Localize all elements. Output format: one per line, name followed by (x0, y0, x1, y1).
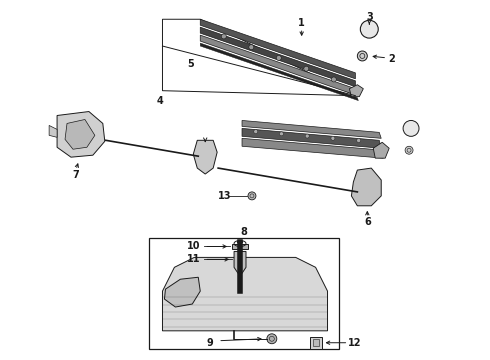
Polygon shape (49, 125, 57, 137)
Text: 8: 8 (241, 226, 247, 237)
Circle shape (331, 77, 336, 82)
Polygon shape (193, 140, 217, 174)
Polygon shape (57, 112, 105, 157)
Polygon shape (242, 121, 381, 138)
Text: 11: 11 (187, 255, 200, 264)
Circle shape (357, 51, 368, 61)
Text: 2: 2 (388, 54, 394, 64)
Polygon shape (234, 251, 246, 273)
Polygon shape (242, 129, 381, 148)
Circle shape (305, 134, 309, 138)
Polygon shape (165, 277, 200, 307)
Text: 13: 13 (219, 191, 232, 201)
Circle shape (405, 146, 413, 154)
Text: 6: 6 (364, 217, 370, 227)
Circle shape (276, 55, 281, 60)
Circle shape (304, 66, 309, 71)
Polygon shape (65, 120, 95, 149)
Polygon shape (351, 168, 381, 206)
Polygon shape (200, 27, 355, 87)
Polygon shape (200, 43, 358, 100)
Circle shape (357, 139, 361, 143)
Text: 9: 9 (207, 338, 214, 348)
Text: 12: 12 (347, 338, 361, 348)
Text: 5: 5 (187, 59, 194, 69)
Polygon shape (200, 19, 355, 79)
Circle shape (249, 45, 254, 50)
Circle shape (267, 334, 277, 344)
Circle shape (221, 34, 226, 39)
Bar (313, 339, 318, 346)
Text: 3: 3 (366, 12, 373, 22)
Polygon shape (163, 257, 327, 331)
Text: 10: 10 (187, 242, 200, 252)
Polygon shape (310, 337, 321, 349)
Circle shape (360, 20, 378, 38)
Text: 4: 4 (157, 96, 164, 105)
Bar (148, 238, 340, 349)
Polygon shape (232, 243, 248, 249)
Text: 1: 1 (298, 18, 305, 28)
Text: 7: 7 (73, 170, 79, 180)
Circle shape (403, 121, 419, 136)
Circle shape (331, 136, 335, 140)
Polygon shape (373, 142, 389, 158)
Polygon shape (200, 35, 357, 96)
Circle shape (248, 192, 256, 200)
Polygon shape (349, 85, 363, 96)
Circle shape (279, 132, 283, 136)
Circle shape (254, 130, 258, 134)
Polygon shape (242, 138, 383, 158)
